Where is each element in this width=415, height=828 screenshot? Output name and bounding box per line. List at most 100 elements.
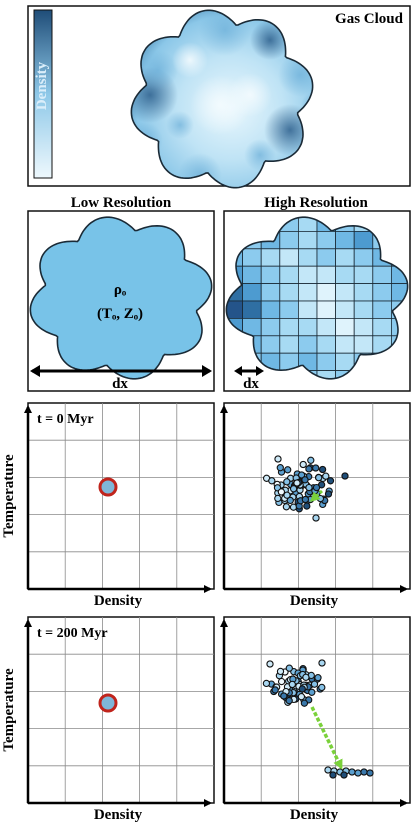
particle-point <box>284 466 292 474</box>
phase-panel-high-res <box>220 616 411 807</box>
gas-cloud-panel: Density Gas Cloud <box>27 5 411 189</box>
particle-point <box>301 495 310 504</box>
colorbar-label: Density <box>34 61 50 110</box>
particle-point <box>307 456 315 464</box>
low-res-dx-arrow-right <box>202 365 212 377</box>
particle-point <box>262 679 271 688</box>
particle-cloud <box>262 455 349 522</box>
temperature-metallicity-symbol: (Tₒ, Zₒ) <box>97 306 143 322</box>
grid-cell <box>372 265 392 285</box>
grid-cell <box>279 283 299 302</box>
particle-point <box>274 494 282 503</box>
high-res-dx-arrow-left <box>234 366 242 376</box>
grid-cell <box>353 230 374 250</box>
grid-cell <box>316 230 337 250</box>
cloud-density-blob <box>138 50 178 90</box>
particle-point <box>300 699 309 707</box>
particle-point <box>277 677 286 686</box>
high-resolution-panel: dx <box>223 210 411 392</box>
particle-point <box>312 483 321 492</box>
particle-point <box>301 476 309 484</box>
particle-point <box>297 471 306 479</box>
particle-point <box>302 673 310 681</box>
grid-cell <box>335 283 355 302</box>
particle-point <box>354 769 362 777</box>
particle-point <box>285 664 293 672</box>
cloud-density-blob <box>228 73 272 117</box>
particle-point <box>316 494 325 503</box>
particle-point <box>271 686 279 694</box>
single-cell-marker <box>98 477 118 497</box>
grid-cell <box>297 300 318 319</box>
particle-point <box>280 692 288 700</box>
density-axis-label: Density <box>290 593 339 609</box>
particle-point <box>289 485 298 493</box>
single-cell-marker <box>98 693 118 713</box>
particle-point <box>308 688 316 696</box>
phase-panel-frame <box>223 616 411 804</box>
particle-point <box>318 659 326 667</box>
density-axis-label: Density <box>290 807 339 823</box>
particle-point <box>299 460 307 469</box>
phase-panel-low-res: t = 0 Myr <box>24 402 215 593</box>
particle-point <box>360 768 368 776</box>
particle-point <box>303 502 311 510</box>
grid-cell <box>297 248 318 267</box>
low-resolution-title: Low Resolution <box>71 195 172 211</box>
grid-cell <box>316 300 337 319</box>
grid-cell <box>297 230 318 250</box>
grid-cell <box>279 265 299 285</box>
particle-point <box>318 465 327 474</box>
particle-point <box>324 766 332 774</box>
particle-point <box>276 667 285 676</box>
density-axis-label: Density <box>94 807 143 823</box>
grid-cell <box>279 335 299 354</box>
phase-panel-high-res <box>220 402 411 593</box>
particle-point <box>322 472 330 480</box>
grid-cell <box>335 300 355 319</box>
particle-point <box>326 477 335 485</box>
grid-cell <box>242 300 262 319</box>
grid-cell <box>297 265 318 285</box>
grid-cell <box>260 283 281 302</box>
phase-panel-low-res: t = 200 Myr <box>24 616 215 807</box>
evolution-arrow <box>310 706 343 770</box>
grid-cell <box>316 317 337 337</box>
particle-point <box>312 514 320 522</box>
grid-cell <box>242 265 262 285</box>
grid-cell <box>335 248 355 267</box>
temperature-axis-label: Temperature <box>1 668 17 752</box>
evolution-arrow <box>309 489 324 503</box>
particle-point <box>305 483 313 492</box>
particle-point <box>293 479 301 487</box>
cloud-density-blob <box>172 42 208 78</box>
density-axis-label: Density <box>94 593 143 609</box>
grid-cell <box>260 248 281 267</box>
particle-point <box>348 768 356 776</box>
particle-point <box>283 491 291 499</box>
high-res-dx-label: dx <box>243 376 259 392</box>
grid-cell <box>316 335 337 354</box>
grid-cell <box>279 248 299 267</box>
high-resolution-cloud-outline <box>225 216 409 380</box>
grid-cell <box>279 300 299 319</box>
grid-cell <box>297 283 318 302</box>
time-label: t = 0 Myr <box>37 412 94 427</box>
grid-cell <box>242 248 262 267</box>
low-resolution-panel: ρₒ (Tₒ, Zₒ) dx <box>27 210 215 392</box>
particle-point <box>286 496 294 505</box>
particle-point <box>329 771 337 779</box>
phase-row-2: t = 200 Myr Temperature Density Density <box>1 616 411 823</box>
grid-cell <box>316 352 337 372</box>
particle-point <box>305 465 313 473</box>
grid-cell <box>297 317 318 337</box>
particle-point <box>266 660 274 668</box>
particle-point <box>315 474 323 482</box>
particle-point <box>340 771 348 779</box>
grid-cell <box>353 317 374 337</box>
particle-point <box>341 472 349 480</box>
particle-point <box>274 455 282 463</box>
grid-cell <box>353 300 374 319</box>
grid-cell <box>316 248 337 267</box>
